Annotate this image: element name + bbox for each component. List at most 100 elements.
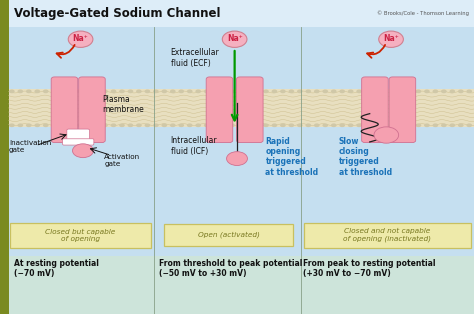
- Circle shape: [314, 123, 319, 127]
- Circle shape: [170, 89, 176, 93]
- Circle shape: [382, 89, 387, 93]
- Circle shape: [339, 89, 345, 93]
- Circle shape: [229, 123, 235, 127]
- Circle shape: [26, 89, 32, 93]
- Circle shape: [204, 123, 210, 127]
- Circle shape: [449, 89, 455, 93]
- Circle shape: [289, 89, 294, 93]
- Circle shape: [416, 123, 421, 127]
- Circle shape: [35, 89, 40, 93]
- Circle shape: [43, 89, 48, 93]
- Circle shape: [110, 89, 116, 93]
- Text: Plasma
membrane: Plasma membrane: [102, 95, 144, 114]
- Circle shape: [246, 123, 252, 127]
- Circle shape: [356, 123, 362, 127]
- Circle shape: [85, 89, 91, 93]
- Circle shape: [348, 123, 354, 127]
- Text: © Brooks/Cole - Thomson Learning: © Brooks/Cole - Thomson Learning: [377, 11, 469, 16]
- Circle shape: [407, 123, 413, 127]
- FancyBboxPatch shape: [0, 0, 9, 314]
- Circle shape: [170, 123, 176, 127]
- Circle shape: [373, 123, 379, 127]
- Circle shape: [424, 89, 430, 93]
- Circle shape: [305, 89, 311, 93]
- Circle shape: [227, 152, 247, 165]
- Circle shape: [43, 123, 48, 127]
- Circle shape: [390, 89, 396, 93]
- Circle shape: [178, 89, 184, 93]
- Circle shape: [399, 123, 404, 127]
- Circle shape: [297, 123, 303, 127]
- Circle shape: [272, 89, 277, 93]
- Circle shape: [68, 89, 74, 93]
- Circle shape: [136, 123, 142, 127]
- Circle shape: [263, 89, 269, 93]
- FancyBboxPatch shape: [79, 77, 105, 143]
- Text: Intracellular
fluid (ICF): Intracellular fluid (ICF): [171, 136, 217, 156]
- Circle shape: [331, 123, 337, 127]
- Circle shape: [51, 123, 57, 127]
- FancyBboxPatch shape: [63, 139, 94, 145]
- FancyBboxPatch shape: [237, 77, 263, 143]
- Circle shape: [365, 123, 371, 127]
- Circle shape: [162, 89, 167, 93]
- Text: Closed and not capable
of opening (inactivated): Closed and not capable of opening (inact…: [344, 228, 431, 242]
- Circle shape: [314, 89, 319, 93]
- Text: From threshold to peak potential
(−50 mV to +30 mV): From threshold to peak potential (−50 mV…: [159, 259, 302, 279]
- Circle shape: [449, 123, 455, 127]
- Circle shape: [222, 31, 247, 47]
- Circle shape: [399, 89, 404, 93]
- Circle shape: [187, 123, 192, 127]
- Text: Extracellular
fluid (ECF): Extracellular fluid (ECF): [171, 48, 219, 68]
- Circle shape: [373, 89, 379, 93]
- Circle shape: [229, 89, 235, 93]
- Circle shape: [85, 123, 91, 127]
- Circle shape: [162, 123, 167, 127]
- Text: At resting potential
(−70 mV): At resting potential (−70 mV): [14, 259, 99, 279]
- Text: Na⁺: Na⁺: [383, 35, 399, 43]
- Circle shape: [289, 123, 294, 127]
- Circle shape: [221, 89, 227, 93]
- FancyBboxPatch shape: [0, 256, 474, 314]
- Circle shape: [255, 89, 260, 93]
- FancyBboxPatch shape: [67, 129, 90, 142]
- Circle shape: [441, 123, 447, 127]
- Circle shape: [305, 123, 311, 127]
- Text: Closed but capable
of opening: Closed but capable of opening: [46, 229, 116, 242]
- Circle shape: [365, 89, 371, 93]
- Circle shape: [68, 31, 93, 47]
- Circle shape: [77, 89, 82, 93]
- FancyBboxPatch shape: [0, 27, 474, 256]
- FancyBboxPatch shape: [51, 77, 78, 143]
- Text: Inactivation
gate: Inactivation gate: [9, 139, 51, 153]
- Circle shape: [136, 89, 142, 93]
- Circle shape: [35, 123, 40, 127]
- Circle shape: [280, 123, 286, 127]
- Circle shape: [178, 123, 184, 127]
- Circle shape: [94, 123, 100, 127]
- FancyBboxPatch shape: [9, 89, 474, 127]
- Circle shape: [466, 123, 472, 127]
- Circle shape: [119, 89, 125, 93]
- Circle shape: [119, 123, 125, 127]
- FancyBboxPatch shape: [304, 223, 471, 248]
- Circle shape: [221, 123, 227, 127]
- Circle shape: [280, 89, 286, 93]
- Circle shape: [416, 89, 421, 93]
- Circle shape: [441, 89, 447, 93]
- Circle shape: [246, 89, 252, 93]
- Circle shape: [102, 89, 108, 93]
- Circle shape: [195, 89, 201, 93]
- Circle shape: [379, 31, 403, 47]
- Circle shape: [297, 89, 303, 93]
- Circle shape: [272, 123, 277, 127]
- Circle shape: [18, 89, 23, 93]
- Circle shape: [212, 123, 218, 127]
- Circle shape: [128, 123, 133, 127]
- Text: Voltage-Gated Sodium Channel: Voltage-Gated Sodium Channel: [14, 7, 221, 20]
- Circle shape: [51, 89, 57, 93]
- Circle shape: [263, 123, 269, 127]
- Circle shape: [18, 123, 23, 127]
- FancyBboxPatch shape: [164, 224, 293, 246]
- Text: Activation
gate: Activation gate: [104, 154, 140, 167]
